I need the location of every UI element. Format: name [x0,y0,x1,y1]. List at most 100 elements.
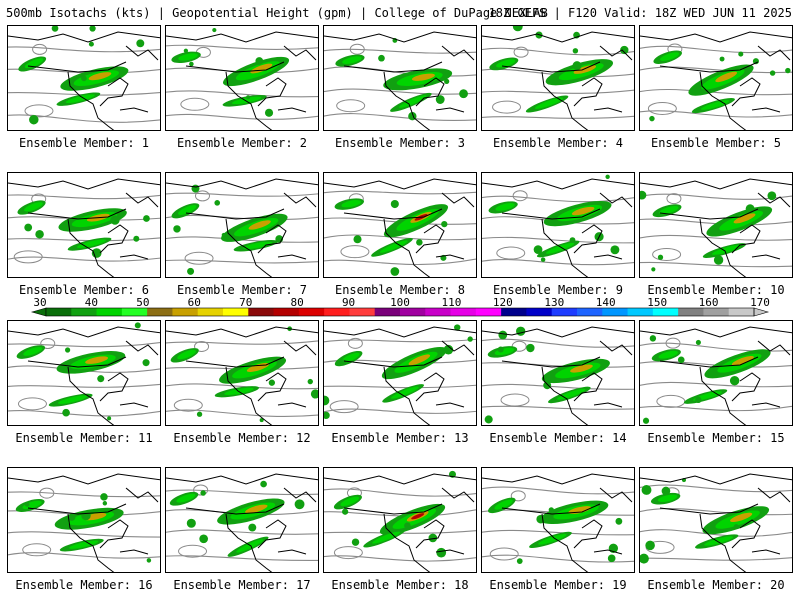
ensemble-member-caption: Ensemble Member: 20 [647,578,785,592]
colorbar-tick-label: 90 [341,296,356,309]
ensemble-member-caption: Ensemble Member: 19 [489,578,627,592]
isotach-shading [15,493,152,563]
ensemble-member-caption: Ensemble Member: 15 [647,431,785,445]
colorbar-segment [475,308,502,316]
isotach-shading [171,28,290,117]
coastlines [166,326,318,425]
height-contours [482,190,634,266]
colorbar-segment [197,308,224,316]
height-contours [640,484,792,561]
ensemble-member-map [7,320,161,426]
ensemble-member-caption: Ensemble Member: 6 [18,283,150,297]
isotach-shading [640,477,770,564]
map-graphic [640,326,792,425]
colorbar-segment [425,308,452,316]
ensemble-member-map [7,467,161,573]
colorbar-segment [627,308,654,316]
ensemble-member-caption: Ensemble Member: 9 [492,283,624,297]
ensemble-member-map [165,172,319,278]
map-graphic [166,326,318,425]
colorbar-tick-label: 70 [239,296,253,309]
ensemble-member-caption: Ensemble Member: 4 [492,136,624,150]
coastlines [324,473,476,572]
colorbar-segment [273,308,300,316]
colorbar-segment [172,308,199,316]
colorbar-tick-label: 150 [647,296,668,309]
map-graphic [324,324,476,425]
ensemble-member-caption: Ensemble Member: 2 [176,136,308,150]
map-graphic [324,178,476,277]
coastlines [324,31,476,130]
isotach-shading [324,324,473,420]
ensemble-member-map [323,320,477,426]
ensemble-member-map [323,172,477,278]
coastlines [324,326,476,425]
ensemble-member-caption: Ensemble Member: 14 [489,431,627,445]
coastlines [640,178,792,277]
ensemble-member-map [639,320,793,426]
ensemble-member-map [639,172,793,278]
ensemble-member-map [165,25,319,131]
colorbar-tick-label: 170 [750,296,770,309]
ensemble-member-caption: Ensemble Member: 16 [15,578,153,592]
colorbar-segment [602,308,629,316]
ensemble-member-map [481,172,635,278]
map-graphic [640,178,792,277]
isotach-shading [334,198,449,276]
colorbar-segment [349,308,376,316]
colorbar-segment [526,308,553,316]
colorbar-tick-label: 60 [187,296,201,309]
ensemble-member-caption: Ensemble Member: 18 [331,578,469,592]
wind-speed-colorbar [30,307,770,317]
ensemble-member-map [7,172,161,278]
map-graphic [482,26,634,130]
ensemble-member-map [481,25,635,131]
isotach-shading [171,184,288,275]
isotach-shading [18,26,145,125]
colorbar-segment [96,308,123,316]
colorbar-tick-label: 40 [84,296,99,309]
ensemble-member-caption: Ensemble Member: 11 [15,431,153,445]
coastlines [482,473,634,572]
coastlines [166,178,318,277]
ensemble-member-map [323,25,477,131]
colorbar-tick-label: 160 [698,296,719,309]
height-contours [324,337,476,414]
colorbar-tick-label: 120 [492,296,513,309]
ensemble-member-caption: Ensemble Member: 8 [334,283,466,297]
colorbar-tick-label: 30 [33,296,47,309]
isotach-shading [169,480,305,557]
isotach-shading [17,200,150,258]
ensemble-member-map [481,320,635,426]
colorbar-tick-label: 50 [136,296,150,309]
ensemble-member-caption: Ensemble Member: 1 [18,136,150,150]
ensemble-member-map [165,467,319,573]
coastlines [166,31,318,130]
isotach-shading [488,174,620,262]
ensemble-member-caption: Ensemble Member: 10 [647,283,785,297]
colorbar-segment [298,308,325,316]
map-graphic [482,473,634,572]
height-contours [166,44,318,120]
colorbar-segment [324,308,350,316]
isotach-shading [640,190,777,272]
map-graphic [8,26,160,130]
colorbar-tick-label: 80 [290,296,304,309]
ensemble-member-caption: Ensemble Member: 3 [334,136,466,150]
height-contours [482,486,634,563]
colorbar-tick-label: 140 [595,296,616,309]
map-graphic [8,322,160,425]
map-graphic [640,31,792,130]
isotach-shading [488,497,623,564]
coastlines [640,326,792,425]
map-graphic [324,31,476,130]
colorbar-tick-label: 100 [390,296,410,309]
map-graphic [482,326,634,425]
ensemble-member-map [639,467,793,573]
colorbar-tick-label: 110 [441,296,462,309]
map-graphic [166,473,318,572]
colorbar-right-arrow [753,307,770,317]
ensemble-member-caption: Ensemble Member: 13 [331,431,469,445]
colorbar-segment [71,308,98,316]
isotach-shading [333,470,456,558]
